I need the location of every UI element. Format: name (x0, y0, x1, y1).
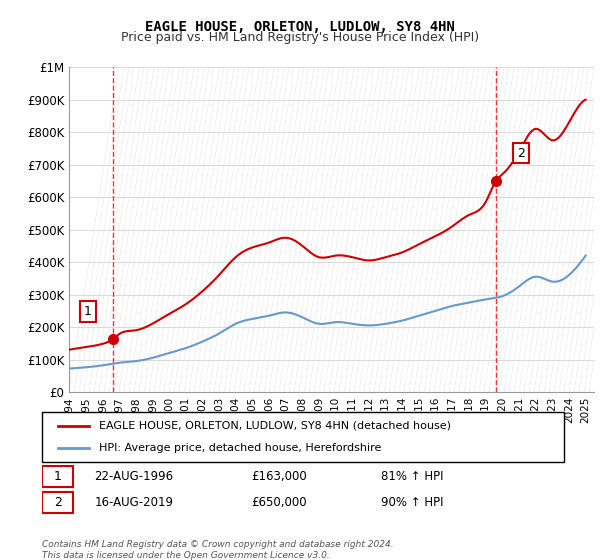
FancyBboxPatch shape (42, 466, 73, 487)
Text: £163,000: £163,000 (251, 470, 307, 483)
Text: 2: 2 (54, 496, 62, 508)
Text: 16-AUG-2019: 16-AUG-2019 (94, 496, 173, 508)
Text: 22-AUG-1996: 22-AUG-1996 (94, 470, 173, 483)
Text: HPI: Average price, detached house, Herefordshire: HPI: Average price, detached house, Here… (100, 443, 382, 453)
Text: Contains HM Land Registry data © Crown copyright and database right 2024.
This d: Contains HM Land Registry data © Crown c… (42, 540, 394, 560)
Text: 1: 1 (54, 470, 62, 483)
FancyBboxPatch shape (42, 492, 73, 513)
Text: 90% ↑ HPI: 90% ↑ HPI (382, 496, 444, 508)
Text: 1: 1 (84, 305, 92, 318)
Text: 81% ↑ HPI: 81% ↑ HPI (382, 470, 444, 483)
Text: EAGLE HOUSE, ORLETON, LUDLOW, SY8 4HN (detached house): EAGLE HOUSE, ORLETON, LUDLOW, SY8 4HN (d… (100, 421, 451, 431)
Text: Price paid vs. HM Land Registry's House Price Index (HPI): Price paid vs. HM Land Registry's House … (121, 31, 479, 44)
Text: 2: 2 (517, 147, 525, 160)
Text: £650,000: £650,000 (251, 496, 307, 508)
FancyBboxPatch shape (42, 412, 564, 462)
Text: EAGLE HOUSE, ORLETON, LUDLOW, SY8 4HN: EAGLE HOUSE, ORLETON, LUDLOW, SY8 4HN (145, 20, 455, 34)
